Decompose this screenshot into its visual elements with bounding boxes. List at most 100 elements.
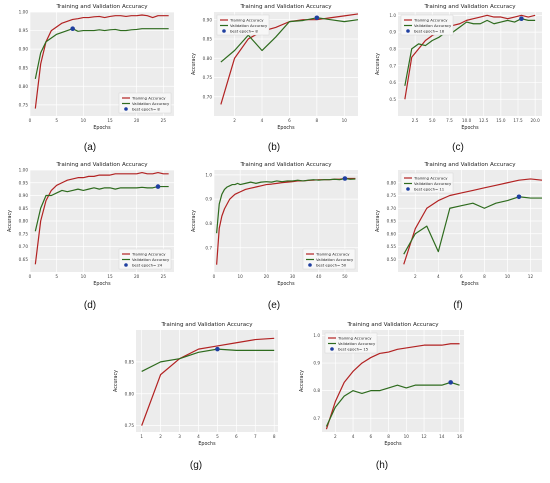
y-tick-label: 0.7 xyxy=(205,245,212,250)
x-tick-label: 2.5 xyxy=(412,118,419,123)
y-tick-label: 0.80 xyxy=(387,180,397,185)
legend-label: Validation Accuracy xyxy=(132,257,170,262)
x-tick-label: 5 xyxy=(55,118,58,123)
x-tick-label: 6 xyxy=(235,434,238,439)
y-axis-label: Accuracy xyxy=(113,370,119,392)
x-tick-label: 4 xyxy=(437,274,440,279)
x-tick-label: 8 xyxy=(273,434,276,439)
x-tick-label: 2 xyxy=(414,274,417,279)
y-tick-label: 0.75 xyxy=(19,231,29,236)
legend-label: Training Accuracy xyxy=(131,96,166,101)
y-tick-label: 0.70 xyxy=(387,206,397,211)
x-tick-label: 12 xyxy=(528,274,534,279)
legend-label: Training Accuracy xyxy=(315,252,350,257)
x-tick-label: 5 xyxy=(55,274,58,279)
chart-title: Training and Validation Accuracy xyxy=(423,162,516,168)
validation-accuracy-line xyxy=(325,381,460,427)
x-tick-label: 8 xyxy=(483,274,486,279)
x-tick-label: 2 xyxy=(334,434,337,439)
chart-title: Training and Validation Accuracy xyxy=(55,4,148,10)
x-tick-label: 4 xyxy=(197,434,200,439)
y-tick-label: 0.70 xyxy=(203,94,213,99)
x-tick-label: 6 xyxy=(369,434,372,439)
y-tick-label: 1.00 xyxy=(19,168,29,173)
line-chart: Training and Validation Accuracy 0.65 0.70… xyxy=(7,162,174,287)
y-axis-label: Accuracy xyxy=(191,210,197,232)
chart-title: Training and Validation Accuracy xyxy=(239,162,332,168)
y-tick-label: 0.8 xyxy=(389,47,396,52)
x-axis-label: Epochs xyxy=(93,281,111,287)
chart-panel-f: Training and Validation Accuracy 0.50 0.55… xyxy=(368,158,550,311)
x-tick-label: 8 xyxy=(316,118,319,123)
panel-label: (h) xyxy=(375,460,389,471)
legend-swatch xyxy=(124,107,128,111)
legend-swatch xyxy=(222,29,226,33)
y-tick-label: 0.9 xyxy=(205,197,212,202)
legend-swatch xyxy=(124,263,128,267)
y-tick-label: 0.80 xyxy=(19,219,29,224)
y-tick-label: 0.7 xyxy=(313,416,320,421)
x-axis-label: Epochs xyxy=(461,281,479,287)
x-tick-label: 12.5 xyxy=(479,118,489,123)
x-tick-label: 25 xyxy=(161,274,167,279)
best-epoch-marker xyxy=(516,194,522,200)
x-axis-label: Epochs xyxy=(198,441,216,447)
y-tick-label: 0.75 xyxy=(387,193,397,198)
training-accuracy-line xyxy=(403,178,543,265)
x-axis-label: Epochs xyxy=(277,125,295,131)
legend-swatch xyxy=(330,347,334,351)
legend-label: Training Accuracy xyxy=(229,18,264,23)
legend-box xyxy=(216,14,270,36)
x-tick-label: 8 xyxy=(387,434,390,439)
x-tick-label: 4 xyxy=(352,434,355,439)
validation-accuracy-line xyxy=(404,18,536,86)
y-tick-label: 0.90 xyxy=(19,47,29,52)
legend-label: Training Accuracy xyxy=(413,176,448,181)
line-chart: Training and Validation Accuracy 0.50 0.55… xyxy=(375,162,543,287)
y-tick-label: 1.0 xyxy=(205,172,212,177)
x-tick-label: 14 xyxy=(439,434,445,439)
y-tick-label: 0.60 xyxy=(387,231,397,236)
x-tick-label: 15 xyxy=(107,118,113,123)
chart-panel-g: Training and Validation Accuracy 0.75 0.80… xyxy=(106,318,286,471)
y-axis-label: Accuracy xyxy=(375,53,381,75)
y-tick-label: 0.95 xyxy=(19,28,29,33)
panel-label: (b) xyxy=(267,142,281,153)
legend-swatch xyxy=(308,263,312,267)
best-epoch-marker xyxy=(215,346,220,352)
best-epoch-marker xyxy=(519,16,524,22)
line-chart: Training and Validation Accuracy 0.7 0.8 0.… xyxy=(191,162,358,287)
x-tick-label: 6 xyxy=(288,118,291,123)
validation-accuracy-line xyxy=(34,28,169,79)
y-tick-label: 0.55 xyxy=(387,244,397,249)
x-tick-label: 5.0 xyxy=(429,118,436,123)
x-tick-label: 7.5 xyxy=(446,118,453,123)
x-tick-label: 17.5 xyxy=(513,118,523,123)
x-tick-label: 30 xyxy=(290,274,296,279)
x-tick-label: 50 xyxy=(342,274,348,279)
y-tick-label: 0.9 xyxy=(313,361,320,366)
y-tick-label: 0.95 xyxy=(19,180,29,185)
x-tick-label: 1 xyxy=(140,434,143,439)
x-tick-label: 2 xyxy=(159,434,162,439)
legend-label: Validation Accuracy xyxy=(414,23,452,28)
panel-label: (d) xyxy=(83,300,97,311)
y-tick-label: 0.80 xyxy=(125,391,135,396)
legend-label: Validation Accuracy xyxy=(338,341,376,346)
y-tick-label: 0.8 xyxy=(205,221,212,226)
y-tick-label: 0.65 xyxy=(387,219,397,224)
panel-label: (c) xyxy=(452,142,464,153)
legend-label: best epoch= 8 xyxy=(230,29,258,34)
x-tick-label: 4 xyxy=(261,118,264,123)
legend-label: Training Accuracy xyxy=(131,252,166,257)
legend-label: best epoch= 50 xyxy=(316,263,347,268)
training-accuracy-line xyxy=(404,14,536,100)
x-tick-label: 7 xyxy=(254,434,257,439)
legend-swatch xyxy=(406,29,410,33)
y-tick-label: 0.50 xyxy=(387,257,397,262)
y-tick-label: 0.9 xyxy=(389,30,396,35)
validation-accuracy-line xyxy=(141,348,275,372)
y-tick-label: 0.70 xyxy=(19,244,29,249)
legend-box xyxy=(302,248,356,270)
